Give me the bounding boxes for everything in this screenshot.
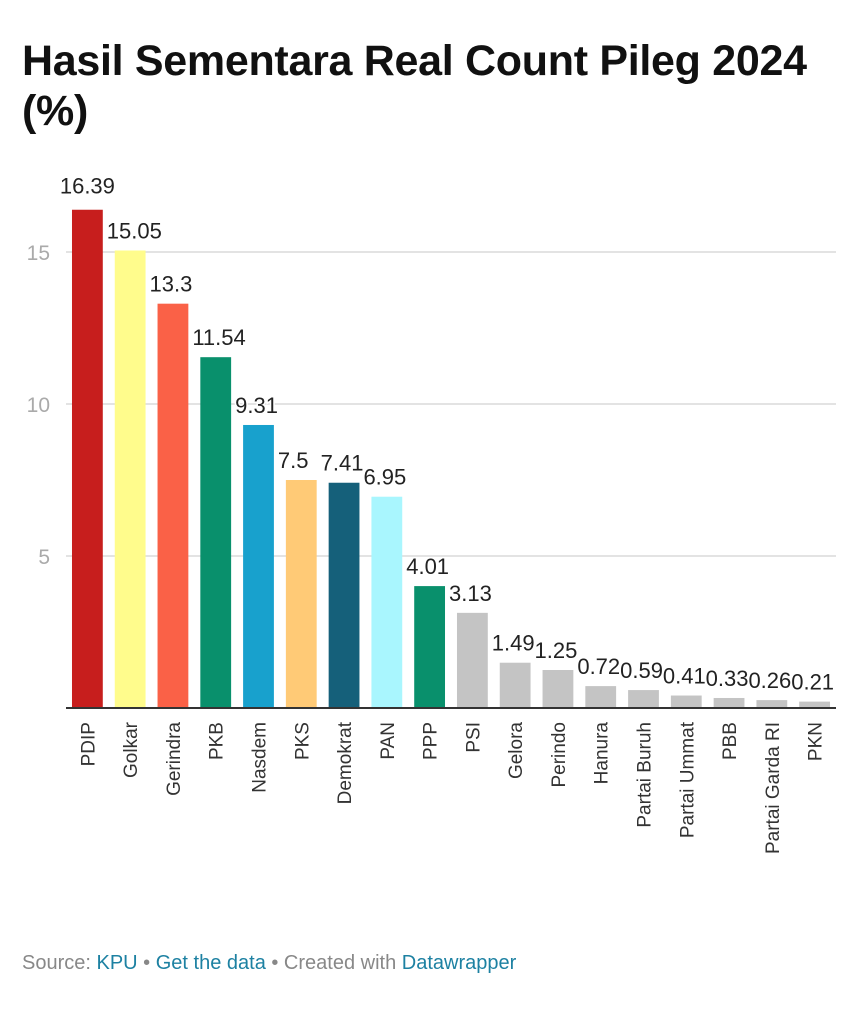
y-tick-label: 10 xyxy=(27,394,50,417)
x-tick-label: PKS xyxy=(292,722,313,760)
footer-separator: • xyxy=(137,952,156,974)
get-the-data-link[interactable]: Get the data xyxy=(155,952,266,974)
bar-golkar xyxy=(114,250,146,709)
bar-partai-ummat xyxy=(670,695,702,708)
datawrapper-link[interactable]: Datawrapper xyxy=(401,952,517,974)
bar-pbb xyxy=(713,697,745,708)
data-label: 0.26 xyxy=(748,668,791,693)
bar-nasdem xyxy=(243,424,274,708)
bar-perindo xyxy=(542,670,574,708)
x-tick-label: Partai Ummat xyxy=(677,721,698,838)
x-tick-label: PSI xyxy=(463,722,484,753)
bar-psi xyxy=(456,612,488,708)
bar-partai-buruh xyxy=(628,690,659,708)
bar-demokrat xyxy=(328,482,360,708)
chart-footer: Source: KPU • Get the data • Created wit… xyxy=(22,952,516,975)
source-link-kpu[interactable]: KPU xyxy=(96,952,138,974)
data-label: 11.54 xyxy=(192,325,245,350)
y-tick-label: 5 xyxy=(38,546,50,569)
bar-partai-garda-ri xyxy=(756,700,788,708)
x-tick-label: PPP xyxy=(421,722,442,760)
data-label: 6.95 xyxy=(363,465,406,490)
x-tick-label: Partai Garda RI xyxy=(763,722,784,854)
data-label: 16.39 xyxy=(60,174,115,199)
data-label: 0.33 xyxy=(706,666,749,691)
data-label: 0.72 xyxy=(577,654,620,679)
data-label: 1.25 xyxy=(535,638,578,663)
x-tick-label: Nasdem xyxy=(250,722,271,793)
bar-pan xyxy=(371,496,403,708)
data-label: 1.49 xyxy=(492,631,535,656)
data-label: 4.01 xyxy=(406,554,449,579)
bar-gelora xyxy=(499,662,531,708)
data-label: 0.59 xyxy=(620,658,663,683)
bar-pdip xyxy=(71,209,103,708)
source-prefix: Source: xyxy=(22,952,97,974)
data-label: 13.3 xyxy=(150,272,193,297)
x-tick-label: Demokrat xyxy=(335,721,356,804)
bar-pks xyxy=(285,480,317,708)
bar-pkn xyxy=(799,701,831,708)
x-tick-label: Hanura xyxy=(592,722,613,785)
data-label: 7.5 xyxy=(278,448,309,473)
x-tick-label: Perindo xyxy=(549,722,570,788)
bar-gerindra xyxy=(157,303,189,708)
x-tick-label: PDIP xyxy=(78,722,99,766)
data-label: 0.21 xyxy=(791,670,834,695)
bar-pkb xyxy=(200,357,232,708)
x-tick-label: Gerindra xyxy=(164,722,185,796)
bar-chart: 5 10 15 16.39 15.05 13.3 11.54 9.31 7.5 7.416.95 4… xyxy=(27,172,836,854)
data-label: 7.41 xyxy=(321,451,364,476)
data-label: 9.31 xyxy=(235,393,278,418)
x-tick-label: PBB xyxy=(720,722,741,760)
chart-title: Hasil Sementara Real Count Pileg 2024 (%… xyxy=(22,37,807,135)
data-label: 3.13 xyxy=(449,581,492,606)
bar-ppp xyxy=(414,586,446,708)
data-label: 15.05 xyxy=(107,218,162,243)
data-label: 0.41 xyxy=(663,664,706,689)
created-with-text: • Created with xyxy=(265,952,402,974)
x-tick-label: Partai Buruh xyxy=(635,722,656,828)
x-tick-label: PAN xyxy=(378,722,399,760)
x-tick-label: Gelora xyxy=(506,722,527,779)
x-tick-label: PKN xyxy=(806,722,827,761)
y-tick-label: 15 xyxy=(27,242,50,265)
bar-hanura xyxy=(585,686,617,708)
x-tick-label: Golkar xyxy=(121,721,142,778)
x-tick-label: PKB xyxy=(207,722,228,760)
